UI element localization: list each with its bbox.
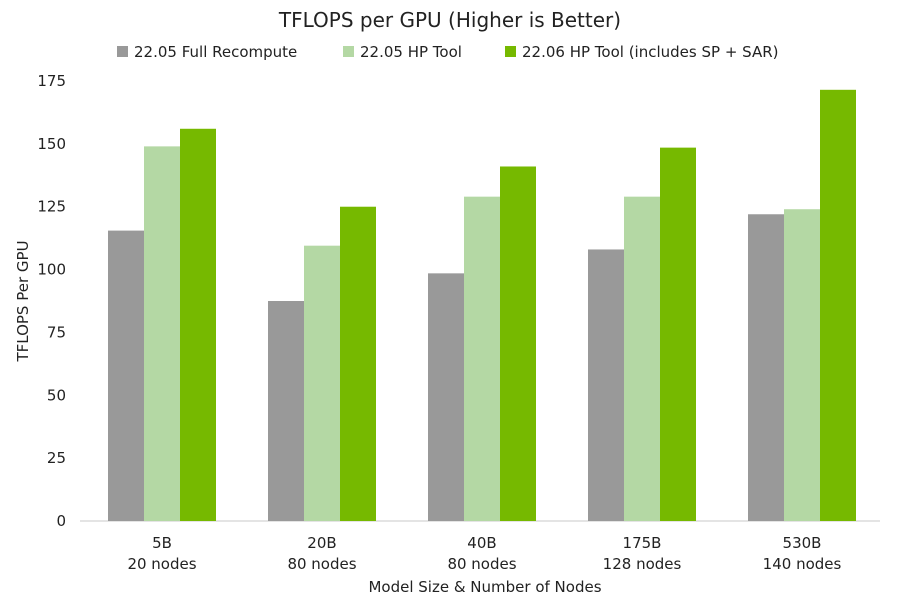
x-tick-label: 128 nodes <box>603 555 682 573</box>
x-tick-label: 20 nodes <box>127 555 196 573</box>
x-axis-ticks: 5B 20 nodes 20B 80 nodes 40B 80 nodes 175B 128 … <box>127 534 841 573</box>
x-axis-title: Model Size & Number of Nodes <box>368 578 601 596</box>
bar <box>464 196 500 521</box>
bar <box>340 206 376 521</box>
y-tick-label: 50 <box>47 386 66 404</box>
x-tick-label: 175B <box>623 534 662 552</box>
legend-swatch <box>117 46 128 57</box>
bars <box>108 89 856 522</box>
bar <box>588 249 624 521</box>
bar <box>748 214 784 521</box>
chart-title: TFLOPS per GPU (Higher is Better) <box>278 8 621 32</box>
bar <box>784 209 820 521</box>
bar <box>144 146 180 521</box>
legend: 22.05 Full Recompute 22.05 HP Tool 22.06 H… <box>117 43 779 61</box>
y-tick-label: 75 <box>47 323 66 341</box>
y-axis-ticks: 0 25 50 75 100 125 150 175 <box>37 72 66 530</box>
x-tick-label: 80 nodes <box>447 555 516 573</box>
x-tick-label: 80 nodes <box>287 555 356 573</box>
bar <box>660 147 696 521</box>
bar <box>428 273 464 521</box>
bar <box>624 196 660 521</box>
y-axis-title: TFLOPS Per GPU <box>14 240 32 362</box>
bar <box>304 245 340 521</box>
bar <box>268 301 304 521</box>
y-tick-label: 150 <box>37 135 66 153</box>
x-tick-label: 530B <box>783 534 822 552</box>
legend-swatch <box>343 46 354 57</box>
y-tick-label: 125 <box>37 198 66 216</box>
y-tick-label: 100 <box>37 261 66 279</box>
bar <box>820 89 856 522</box>
x-tick-label: 40B <box>467 534 496 552</box>
legend-label: 22.05 Full Recompute <box>134 43 297 61</box>
x-tick-label: 5B <box>152 534 172 552</box>
legend-label: 22.06 HP Tool (includes SP + SAR) <box>522 43 779 61</box>
y-tick-label: 25 <box>47 449 66 467</box>
x-tick-label: 20B <box>307 534 336 552</box>
x-tick-label: 140 nodes <box>763 555 842 573</box>
y-tick-label: 0 <box>56 512 66 530</box>
y-tick-label: 175 <box>37 72 66 90</box>
legend-swatch <box>505 46 516 57</box>
bar <box>180 128 216 521</box>
legend-label: 22.05 HP Tool <box>360 43 462 61</box>
bar <box>500 166 536 521</box>
bar <box>108 230 144 521</box>
